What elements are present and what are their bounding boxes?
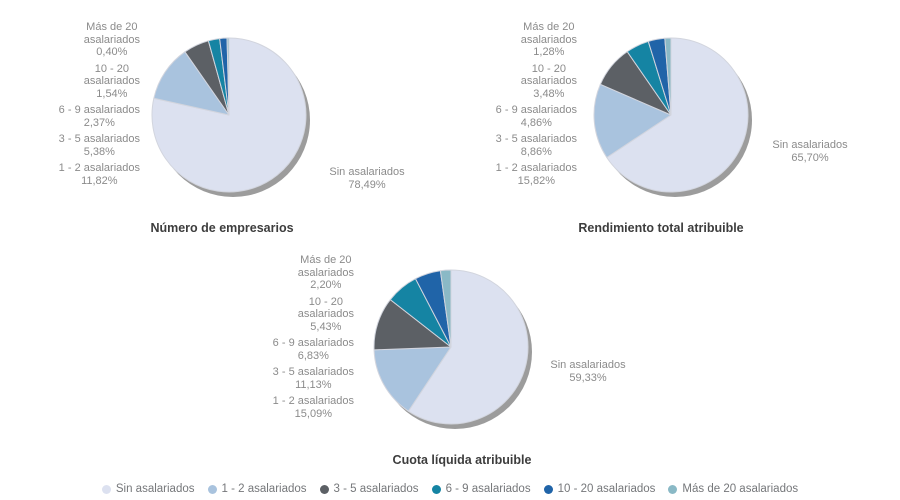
pie-label-sin-asalariados: Sin asalariados 65,70% [740, 139, 880, 164]
label-line: 1 - 2 asalariados [272, 395, 354, 407]
label-line: Sin asalariados [772, 139, 848, 151]
legend-marker-icon [431, 484, 441, 494]
label-value: 1,28% [533, 46, 565, 58]
label-value: 6,83% [297, 349, 329, 362]
pie-label-mas-de-20-asalariados: Más de 20 asalariados 0,40% [84, 21, 140, 59]
pie-label-6-9-asalariados: 6 - 9 asalariados 6,83% [273, 337, 354, 362]
label-line: 6 - 9 asalariados [495, 104, 577, 116]
pie-label-1-2-asalariados: 1 - 2 asalariados 15,09% [273, 395, 354, 420]
label-line: 1 - 2 asalariados [495, 162, 577, 174]
legend-label: 3 - 5 asalariados [333, 483, 419, 495]
legend-label: 1 - 2 asalariados [221, 483, 307, 495]
legend-label: 10 - 20 asalariados [557, 483, 656, 495]
pie-label-mas-de-20-asalariados: Más de 20 asalariados 1,28% [521, 21, 577, 59]
label-line: asalariados [520, 33, 577, 46]
legend-marker-icon [668, 484, 678, 494]
label-value: 8,86% [520, 145, 552, 158]
legend-marker-icon [207, 484, 217, 494]
label-line: Más de 20 [300, 254, 352, 266]
pie-label-6-9-asalariados: 6 - 9 asalariados 4,86% [496, 104, 577, 129]
legend-item-3-5-asalariados: 3 - 5 asalariados [319, 483, 419, 495]
label-line: asalariados [83, 75, 140, 87]
label-line: 6 - 9 asalariados [272, 337, 354, 349]
label-line: 3 - 5 asalariados [495, 133, 577, 145]
chart-title-numero-de-empresarios: Número de empresarios [150, 221, 294, 235]
label-line: asalariados [297, 308, 354, 320]
legend-label: 6 - 9 asalariados [445, 483, 531, 495]
label-value: 11,82% [81, 174, 118, 187]
label-value: 59,33% [569, 371, 607, 384]
pie-numero-de-empresarios [151, 37, 310, 197]
legend-item-mas-de-20-asalariados: Más de 20 asalariados [668, 483, 798, 495]
pie-label-10-20-asalariados: 10 - 20 asalariados 1,54% [84, 63, 140, 101]
legend-item-6-9-asalariados: 6 - 9 asalariados [431, 483, 531, 495]
legend-marker-icon [101, 484, 111, 494]
label-value: 4,86% [520, 116, 552, 129]
label-value: 2,20% [310, 279, 342, 291]
label-line: 10 - 20 [94, 62, 129, 75]
pie-cuota-liquida-atribuible [373, 269, 532, 429]
pie-label-1-2-asalariados: 1 - 2 asalariados 11,82% [59, 162, 140, 187]
label-line: asalariados [297, 266, 354, 279]
label-value: 15,82% [517, 174, 555, 187]
label-line: 10 - 20 [308, 295, 343, 308]
pie-slice-sin-asalariados [407, 269, 529, 425]
label-line: asalariados [83, 33, 140, 46]
label-value: 2,37% [83, 116, 115, 129]
chart-title-cuota-liquida-atribuible: Cuota líquida atribuible [392, 453, 532, 467]
pie-slice-mas-de-20-asalariados [226, 37, 230, 116]
pie-slice-mas-de-20-asalariados [439, 269, 452, 348]
legend-item-1-2-asalariados: 1 - 2 asalariados [207, 483, 307, 495]
chart-legend: Sin asalariados 1 - 2 asalariados 3 - 5 as… [0, 481, 900, 497]
legend-item-10-20-asalariados: 10 - 20 asalariados [543, 483, 656, 495]
label-value: 11,13% [295, 378, 332, 391]
pie-slice-mas-de-20-asalariados [664, 37, 672, 116]
label-line: 1 - 2 asalariados [58, 162, 140, 174]
label-value: 0,40% [96, 46, 128, 58]
pie-label-sin-asalariados: Sin asalariados 78,49% [297, 166, 437, 191]
pie-label-10-20-asalariados: 10 - 20 asalariados 5,43% [298, 296, 354, 334]
label-value: 78,49% [348, 178, 386, 191]
legend-marker-icon [319, 484, 329, 494]
pie-slice-sin-asalariados [606, 37, 749, 193]
label-value: 15,09% [294, 407, 332, 420]
label-value: 1,54% [96, 87, 128, 100]
pie-rendimiento-total-atribuible [593, 37, 752, 197]
legend-item-sin-asalariados: Sin asalariados [101, 483, 195, 495]
pie-slice-1-2-asalariados [373, 346, 452, 412]
pie-slice-1-2-asalariados [593, 83, 672, 158]
label-line: 3 - 5 asalariados [58, 133, 140, 145]
legend-label: Más de 20 asalariados [682, 483, 799, 495]
label-line: Más de 20 [86, 21, 138, 33]
label-value: 5,38% [83, 145, 115, 158]
label-value: 5,43% [310, 320, 342, 333]
chart-title-rendimiento-total-atribuible: Rendimiento total atribuible [578, 221, 744, 235]
pie-label-10-20-asalariados: 10 - 20 asalariados 3,48% [521, 63, 577, 101]
pie-label-sin-asalariados: Sin asalariados 59,33% [518, 359, 658, 384]
label-line: Sin asalariados [329, 166, 405, 178]
label-line: Más de 20 [523, 21, 575, 33]
legend-marker-icon [543, 484, 553, 494]
legend-label: Sin asalariados [115, 483, 195, 495]
pie-label-3-5-asalariados: 3 - 5 asalariados 8,86% [496, 133, 577, 158]
label-line: 6 - 9 asalariados [58, 104, 140, 116]
pie-label-6-9-asalariados: 6 - 9 asalariados 2,37% [59, 104, 140, 129]
label-line: Sin asalariados [550, 359, 626, 371]
label-value: 65,70% [791, 151, 829, 164]
pie-label-3-5-asalariados: 3 - 5 asalariados 5,38% [59, 133, 140, 158]
label-line: asalariados [520, 75, 577, 87]
label-line: 10 - 20 [531, 62, 566, 75]
label-line: 3 - 5 asalariados [272, 366, 354, 378]
label-value: 3,48% [533, 87, 565, 100]
pie-label-3-5-asalariados: 3 - 5 asalariados 11,13% [273, 366, 354, 391]
pie-label-1-2-asalariados: 1 - 2 asalariados 15,82% [496, 162, 577, 187]
pie-label-mas-de-20-asalariados: Más de 20 asalariados 2,20% [298, 254, 354, 292]
